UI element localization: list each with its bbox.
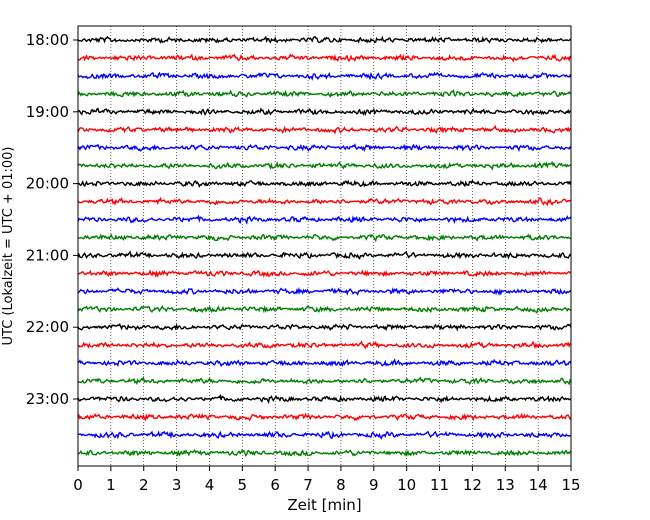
trace-line	[77, 250, 572, 260]
x-tick-label: 7	[303, 476, 313, 494]
trace-line	[77, 53, 572, 63]
trace-line	[77, 286, 572, 296]
y-tick-label: 19:00	[26, 103, 69, 121]
x-tick-label: 15	[561, 476, 580, 494]
y-tick-label: 20:00	[26, 175, 69, 193]
trace-line	[77, 449, 572, 457]
y-axis-label: UTC (Lokalzeit = UTC + 01:00)	[1, 147, 16, 346]
trace-line	[77, 214, 572, 226]
x-tick-label: 3	[172, 476, 182, 494]
trace-line	[77, 107, 572, 117]
x-tick-label: 14	[529, 476, 548, 494]
trace-line	[77, 375, 572, 386]
x-axis-ticks: 0 1 2 3 4 5 6 7 8 9 10 11 12 13 14 15	[73, 466, 581, 494]
trace-line	[77, 88, 572, 98]
trace-lines	[77, 35, 572, 457]
y-axis-ticks: 18:00 19:00 20:00 21:00 22:00 23:00	[26, 31, 78, 408]
trace-line	[77, 35, 572, 44]
trace-line	[77, 179, 572, 188]
trace-line	[77, 430, 572, 440]
y-tick-label: 18:00	[26, 31, 69, 49]
x-tick-label: 9	[369, 476, 379, 494]
y-tick-label: 23:00	[26, 390, 69, 408]
x-tick-label: 10	[397, 476, 416, 494]
x-tick-label: 4	[205, 476, 215, 494]
trace-line	[77, 196, 572, 207]
x-tick-label: 1	[106, 476, 116, 494]
trace-line	[77, 160, 572, 171]
trace-line	[77, 304, 572, 314]
x-tick-label: 8	[336, 476, 346, 494]
x-tick-label: 0	[73, 476, 83, 494]
x-tick-label: 13	[496, 476, 515, 494]
x-axis-label: Zeit [min]	[287, 496, 361, 514]
trace-line	[77, 358, 572, 368]
plot-frame	[77, 25, 572, 467]
x-tick-label: 12	[463, 476, 482, 494]
grid-lines	[110, 26, 539, 466]
trace-line	[77, 124, 572, 135]
trace-line	[77, 233, 572, 243]
x-tick-label: 11	[430, 476, 449, 494]
x-tick-label: 2	[139, 476, 149, 494]
trace-line	[77, 412, 572, 422]
x-tick-label: 6	[270, 476, 280, 494]
y-tick-label: 22:00	[26, 318, 69, 336]
trace-line	[77, 323, 572, 332]
trace-line	[77, 143, 572, 153]
y-tick-label: 21:00	[26, 246, 69, 264]
x-tick-label: 5	[238, 476, 248, 494]
trace-line	[77, 340, 572, 350]
trace-line	[77, 71, 572, 81]
trace-line	[77, 269, 572, 279]
trace-line	[77, 393, 572, 405]
